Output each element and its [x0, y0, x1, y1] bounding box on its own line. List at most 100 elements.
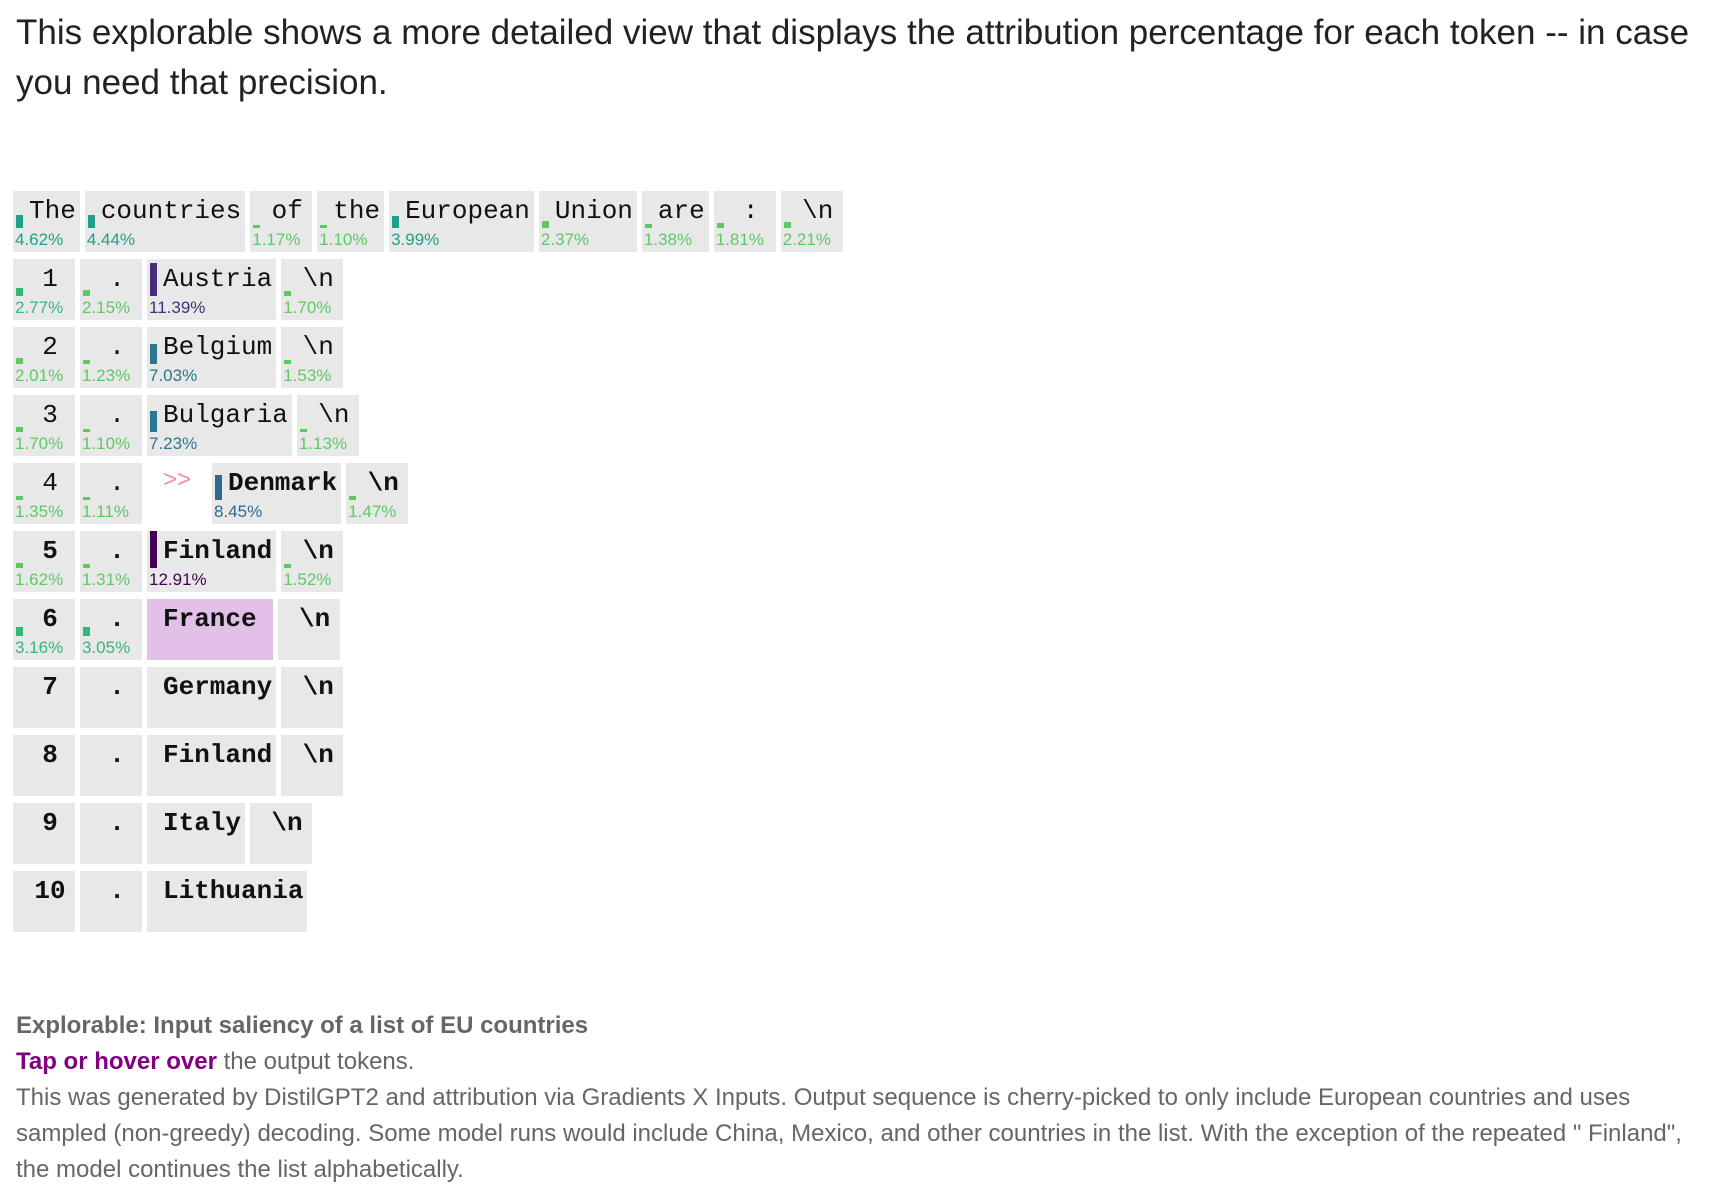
token[interactable]: France: [147, 599, 273, 660]
attribution-label: 3.16%: [15, 638, 64, 657]
token-text: The: [29, 196, 76, 226]
token-text: :: [742, 196, 759, 226]
attribution-label: 1.10%: [319, 230, 368, 249]
attribution-bar: [299, 428, 307, 432]
attribution-bar: [644, 223, 652, 228]
attribution-bar: [83, 496, 90, 500]
token: the 1.10%: [317, 191, 385, 252]
token-text: Union: [554, 196, 633, 226]
token-text: 8: [42, 740, 58, 770]
token[interactable]: 8: [13, 735, 75, 796]
token[interactable]: 5 1.62%: [13, 531, 75, 592]
token-text: Denmark: [228, 468, 338, 498]
attribution-label: 2.37%: [540, 230, 590, 249]
attribution-label: 1.62%: [15, 570, 64, 589]
token: are 1.38%: [641, 191, 709, 252]
token: of 1.17%: [250, 191, 313, 252]
token: \n 1.53%: [281, 327, 344, 388]
token: 4 1.35%: [13, 463, 75, 524]
token[interactable]: \n: [281, 735, 344, 796]
token[interactable]: .: [80, 667, 142, 728]
token-text: \n: [802, 196, 834, 226]
attribution-label: 1.35%: [15, 502, 64, 521]
token[interactable]: 10: [13, 871, 75, 932]
token-text: .: [109, 264, 125, 294]
attribution-label: 3.99%: [391, 230, 440, 249]
token-text: .: [109, 672, 125, 702]
token-text: France: [163, 604, 257, 634]
token: countries 4.44%: [84, 191, 246, 252]
token-text: of: [271, 196, 303, 226]
attribution-bar: [150, 262, 157, 296]
token-text: .: [109, 808, 125, 838]
token-text: \n: [302, 264, 334, 294]
attribution-bar: [320, 224, 328, 228]
token: Union 2.37%: [538, 191, 637, 252]
attribution-bar: [284, 291, 292, 296]
token-text: 5: [42, 536, 58, 566]
caption-title-text: Explorable: Input saliency of a list of …: [16, 1012, 589, 1039]
token[interactable]: Italy: [147, 803, 246, 864]
token-row: 8. Finland \n: [13, 735, 848, 796]
token[interactable]: \n 1.47%: [346, 463, 409, 524]
token-text: \n: [299, 604, 331, 634]
attribution-label: 1.47%: [348, 502, 397, 521]
attribution-bar: [83, 289, 90, 296]
token: . 2.15%: [80, 259, 142, 320]
token[interactable]: \n 1.52%: [281, 531, 344, 592]
token-row: 6 3.16% . 3.05% France \n: [13, 599, 848, 660]
attribution-label: 1.11%: [82, 502, 129, 521]
token: \n 2.21%: [780, 191, 843, 252]
token[interactable]: 6 3.16%: [13, 599, 75, 660]
token-text: \n: [302, 740, 334, 770]
attribution-bar: [83, 428, 90, 432]
token-text: 6: [42, 604, 58, 634]
token[interactable]: \n: [281, 667, 344, 728]
token: Belgium 7.03%: [147, 327, 277, 388]
token[interactable]: .: [80, 735, 142, 796]
token: 2 2.01%: [13, 327, 75, 388]
token-text: 2: [42, 332, 58, 362]
token[interactable]: Finland 12.91%: [147, 530, 277, 592]
token-text: \n: [302, 672, 334, 702]
token-text: Finland: [163, 740, 273, 770]
token-text: Finland: [163, 536, 273, 566]
token[interactable]: Finland: [147, 735, 277, 796]
token-row: 7. Germany \n: [13, 667, 848, 728]
token[interactable]: .: [80, 871, 142, 932]
token[interactable]: Denmark 8.45%: [212, 463, 342, 524]
token-text: countries: [100, 196, 242, 226]
token-text: 9: [42, 808, 58, 838]
token[interactable]: 7: [13, 667, 75, 728]
token-text: 10: [34, 876, 66, 906]
attribution-bar: [16, 287, 23, 296]
token-text: .: [109, 468, 125, 498]
attribution-label: 2.01%: [15, 366, 64, 385]
token[interactable]: . 1.31%: [80, 531, 142, 592]
token: 3 1.70%: [13, 395, 75, 456]
attribution-label: 1.81%: [715, 230, 764, 249]
token[interactable]: Germany: [147, 667, 277, 728]
attribution-bar: [150, 343, 157, 364]
attribution-bar: [150, 411, 157, 432]
token: . 1.10%: [80, 395, 142, 456]
attribution-label: 2.21%: [782, 230, 831, 249]
token-text: Bulgaria: [163, 400, 288, 430]
attribution-bar: [83, 627, 90, 636]
attribution-bar: [16, 214, 23, 228]
attribution-bar: [284, 359, 292, 364]
token-row: The 4.62% countries 4.44% of 1.17% the 1.10% Eur…: [13, 191, 848, 252]
token[interactable]: Lithuania: [147, 871, 308, 932]
token[interactable]: \n: [277, 599, 340, 660]
token-text: .: [109, 536, 125, 566]
token[interactable]: . 3.05%: [80, 599, 142, 660]
token[interactable]: \n: [250, 803, 313, 864]
token-text: Lithuania: [163, 876, 304, 906]
token[interactable]: .: [80, 803, 142, 864]
attribution-label: 1.17%: [252, 230, 301, 249]
attribution-label: 4.62%: [15, 230, 64, 249]
token-row: 2 2.01%. 1.23% Belgium 7.03% \n 1.53%: [13, 327, 848, 388]
token-text: \n: [302, 332, 334, 362]
attribution-bar: [253, 224, 261, 228]
token[interactable]: 9: [13, 803, 75, 864]
